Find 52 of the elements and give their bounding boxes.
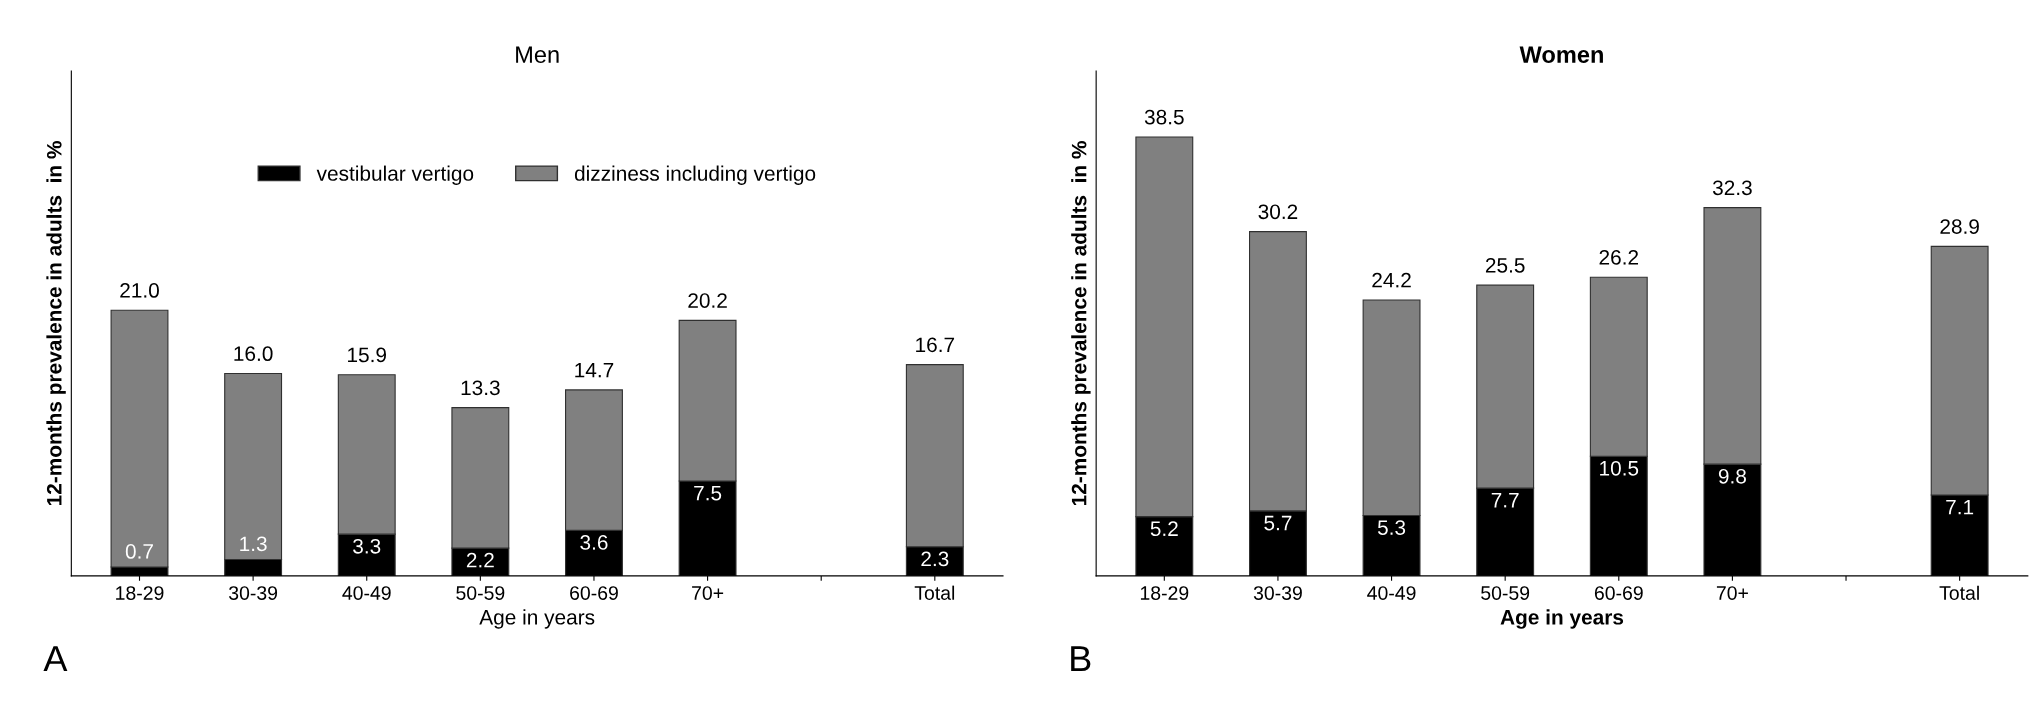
text: A bbox=[43, 646, 68, 672]
total-label: 21.0 bbox=[120, 283, 159, 298]
total-label: 16.7 bbox=[916, 337, 955, 353]
total-label: 13.3 bbox=[461, 380, 500, 396]
data-label: 9.8 bbox=[1718, 468, 1746, 484]
data-label: 7.1 bbox=[1946, 499, 1974, 515]
data-label: 7.7 bbox=[1491, 493, 1519, 508]
x-tick-label: 70+ bbox=[1716, 586, 1748, 600]
data-label: 5.3 bbox=[1377, 520, 1406, 535]
total-label: 25.5 bbox=[1485, 257, 1525, 273]
data-label: 3.3 bbox=[353, 538, 381, 554]
x-tick-label: 50-59 bbox=[1481, 586, 1530, 600]
x-tick-label: Total bbox=[914, 585, 955, 600]
total-label: 20.2 bbox=[688, 293, 727, 308]
total-label: 38.5 bbox=[1144, 109, 1184, 125]
total-label: 26.2 bbox=[1599, 249, 1639, 265]
data-label: 3.6 bbox=[580, 535, 608, 550]
x-tick-label: 60-69 bbox=[1594, 586, 1643, 600]
x-tick-label: 50-59 bbox=[456, 586, 505, 600]
x-tick-label: Total bbox=[1939, 585, 1979, 600]
x-tick-label: 70+ bbox=[692, 586, 724, 600]
x-tick-label: 60-69 bbox=[570, 586, 618, 600]
data-label: 1.3 bbox=[240, 536, 267, 552]
x-tick-label: 30-39 bbox=[1253, 586, 1302, 600]
x-tick-label: 40-49 bbox=[342, 586, 391, 600]
data-label: 0.7 bbox=[125, 544, 153, 559]
data-label: 5.2 bbox=[1150, 521, 1178, 537]
x-axis-title: Age in years bbox=[479, 609, 595, 629]
data-label: 2.2 bbox=[466, 552, 494, 568]
data-label: 5.7 bbox=[1264, 515, 1292, 531]
total-label: 16.0 bbox=[234, 346, 273, 362]
y-axis-title: 12-months prevalence in adults in % bbox=[1071, 141, 1091, 506]
total-label: 28.9 bbox=[1940, 219, 1979, 234]
legend-label: dizziness including vertigo bbox=[574, 165, 816, 185]
text: B bbox=[1071, 646, 1091, 672]
total-label: 14.7 bbox=[575, 362, 614, 378]
total-label: 30.2 bbox=[1258, 204, 1298, 220]
x-tick-label: 18-29 bbox=[116, 586, 164, 600]
total-label: 15.9 bbox=[348, 347, 387, 363]
data-label: 2.3 bbox=[921, 551, 949, 567]
x-axis-title: Age in years bbox=[1500, 609, 1624, 629]
total-label: 24.2 bbox=[1372, 272, 1411, 288]
data-label: 10.5 bbox=[1600, 460, 1639, 476]
legend-label: vestibular vertigo bbox=[316, 165, 474, 185]
data-label: 7.5 bbox=[694, 485, 722, 501]
x-tick-label: 18-29 bbox=[1140, 586, 1189, 600]
chart-title: Men bbox=[516, 46, 559, 63]
chart-title: Women bbox=[1519, 46, 1603, 63]
x-tick-label: 40-49 bbox=[1367, 586, 1416, 600]
x-tick-label: 30-39 bbox=[229, 586, 278, 600]
total-label: 32.3 bbox=[1712, 180, 1752, 196]
y-axis-title: 12-months prevalence in adults in % bbox=[46, 141, 66, 506]
